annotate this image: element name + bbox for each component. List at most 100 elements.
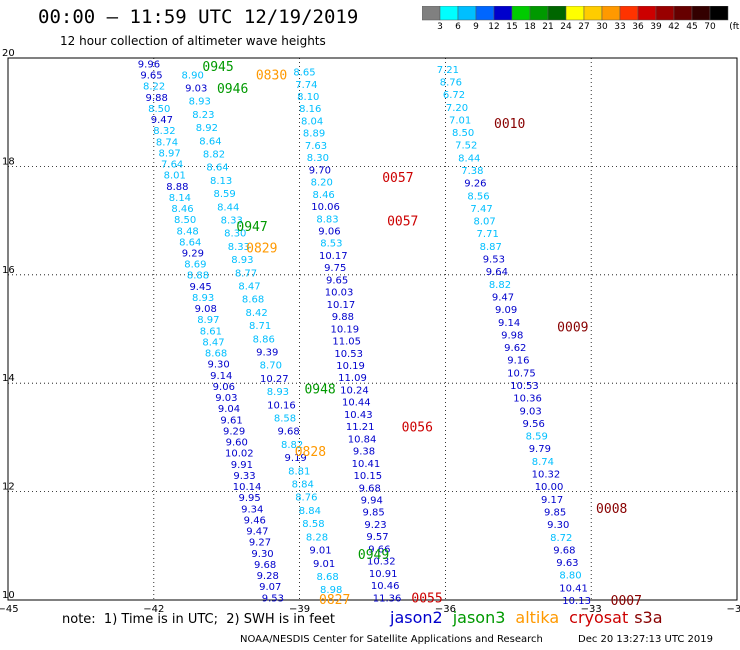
swh-value-label: 8.53 xyxy=(320,239,342,250)
colorbar-label: 39 xyxy=(650,22,662,32)
swh-value-label: 9.64 xyxy=(486,267,508,278)
swh-value-label: 9.47 xyxy=(246,527,268,538)
colorbar-label: 30 xyxy=(596,22,608,32)
pass-time-label: 0945 xyxy=(202,60,233,75)
swh-value-label: 8.88 xyxy=(166,182,188,193)
swh-value-label: 8.46 xyxy=(171,204,193,215)
swh-value-label: 10.84 xyxy=(348,434,377,445)
swh-value-label: 8.56 xyxy=(467,191,489,202)
swh-value-label: 8.80 xyxy=(559,571,581,582)
swh-value-label: 8.64 xyxy=(206,163,228,174)
swh-value-label: 10.00 xyxy=(535,482,564,493)
swh-value-label: 8.28 xyxy=(306,532,328,543)
y-tick-label: 20 xyxy=(2,48,15,59)
swh-value-label: 9.68 xyxy=(359,483,381,494)
swh-value-label: 10.41 xyxy=(352,459,381,470)
swh-value-label: 10.19 xyxy=(336,361,365,372)
colorbar-label: 45 xyxy=(686,22,698,32)
colorbar-label: 6 xyxy=(455,22,461,32)
swh-value-label: 8.93 xyxy=(267,387,289,398)
pass-time-label: 0056 xyxy=(402,421,433,436)
swh-value-label: 9.60 xyxy=(226,438,248,449)
legend-item-jason2: jason2 xyxy=(390,608,443,627)
swh-value-label: 8.33 xyxy=(221,215,243,226)
swh-value-label: 8.76 xyxy=(440,77,462,88)
colorbar-label: 70 xyxy=(704,22,716,32)
swh-value-label: 10.41 xyxy=(559,583,588,594)
pass-time-label: 0057 xyxy=(387,215,418,230)
swh-value-label: 10.32 xyxy=(532,470,561,481)
pass-time-label: 0008 xyxy=(596,502,627,517)
swh-value-label: 8.70 xyxy=(260,361,282,372)
swh-value-label: 9.91 xyxy=(231,460,253,471)
swh-value-label: 9.14 xyxy=(498,318,520,329)
swh-value-label: 7.20 xyxy=(446,103,468,114)
swh-value-label: 8.98 xyxy=(320,585,342,596)
swh-value-label: 8.64 xyxy=(179,237,201,248)
swh-value-label: 9.38 xyxy=(353,447,375,458)
y-tick-label: 18 xyxy=(2,156,15,167)
legend-item-altika: altika xyxy=(515,608,560,627)
pass-time-label: 0827 xyxy=(319,593,350,608)
swh-value-label: 8.10 xyxy=(297,92,319,103)
swh-value-label: 10.44 xyxy=(342,398,371,409)
colorbar-label: 27 xyxy=(578,22,590,32)
swh-value-label: 9.30 xyxy=(208,360,230,371)
swh-value-label: 9.03 xyxy=(519,406,541,417)
swh-value-label: 8.44 xyxy=(458,153,480,164)
swh-value-label: 8.83 xyxy=(316,214,338,225)
swh-value-label: 9.03 xyxy=(215,393,237,404)
colorbar-label: 42 xyxy=(668,22,680,32)
swh-value-label: 9.85 xyxy=(362,508,384,519)
swh-value-label: 10.02 xyxy=(225,449,254,460)
swh-value-label: 9.45 xyxy=(189,282,211,293)
swh-value-label: 10.24 xyxy=(340,385,369,396)
pass-time-label: 0055 xyxy=(411,591,442,606)
swh-value-label: 9.06 xyxy=(318,226,340,237)
swh-value-label: 8.93 xyxy=(231,255,253,266)
swh-value-label: 8.33 xyxy=(228,242,250,253)
swh-value-label: 6.72 xyxy=(443,90,465,101)
note-text: note: 1) Time is in UTC; 2) SWH is in fe… xyxy=(62,612,335,627)
swh-value-label: 10.46 xyxy=(371,581,400,592)
swh-value-label: 9.07 xyxy=(259,582,281,593)
swh-value-label: 8.86 xyxy=(253,334,275,345)
pass-time-label: 0009 xyxy=(557,320,588,335)
swh-value-label: 8.42 xyxy=(245,308,267,319)
swh-value-label: 8.59 xyxy=(526,432,548,443)
swh-value-label: 8.14 xyxy=(169,193,191,204)
swh-value-label: 8.22 xyxy=(143,82,165,93)
swh-value-label: 8.04 xyxy=(301,116,323,127)
swh-value-label: 9.47 xyxy=(151,115,173,126)
swh-value-label: 8.16 xyxy=(299,104,321,115)
x-tick-label: −42 xyxy=(143,604,164,615)
pass-time-label: 0828 xyxy=(295,445,326,460)
pass-time-label: 0946 xyxy=(217,82,248,97)
swh-value-label: 10.15 xyxy=(354,471,383,482)
swh-value-label: 7.38 xyxy=(461,166,483,177)
swh-value-label: 9.47 xyxy=(492,292,514,303)
swh-value-label: 11.21 xyxy=(346,422,375,433)
x-tick-label: −45 xyxy=(0,604,19,615)
chart-subtitle: 12 hour collection of altimeter wave hei… xyxy=(60,34,326,48)
chart-title: 00:00 – 11:59 UTC 12/19/2019 xyxy=(38,6,359,28)
swh-value-label: 7.64 xyxy=(161,160,183,171)
swh-value-label: 8.87 xyxy=(480,242,502,253)
pass-time-label: 0010 xyxy=(494,117,525,132)
swh-value-label: 8.47 xyxy=(238,282,260,293)
swh-value-label: 8.90 xyxy=(182,70,204,81)
swh-value-label: 8.50 xyxy=(452,128,474,139)
swh-value-label: 9.29 xyxy=(182,248,204,259)
swh-value-label: 9.29 xyxy=(223,426,245,437)
swh-value-label: 8.74 xyxy=(532,457,554,468)
swh-value-label: 8.74 xyxy=(156,137,178,148)
swh-value-label: 9.66 xyxy=(368,544,390,555)
swh-value-label: 9.30 xyxy=(547,520,569,531)
swh-value-label: 9.27 xyxy=(249,538,271,549)
swh-value-label: 9.98 xyxy=(501,330,523,341)
swh-value-label: 9.46 xyxy=(244,515,266,526)
swh-value-label: 8.72 xyxy=(550,533,572,544)
swh-value-label: 8.30 xyxy=(307,153,329,164)
